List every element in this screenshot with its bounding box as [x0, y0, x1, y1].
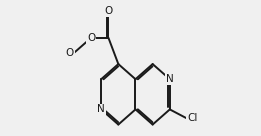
Text: Cl: Cl	[187, 113, 197, 123]
Text: O: O	[104, 7, 112, 16]
Text: O: O	[66, 48, 74, 58]
Text: N: N	[97, 104, 105, 114]
Text: O: O	[87, 33, 95, 43]
Text: N: N	[166, 74, 174, 84]
